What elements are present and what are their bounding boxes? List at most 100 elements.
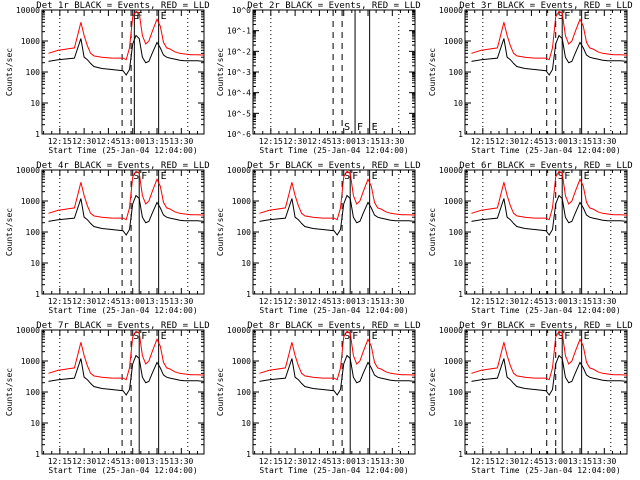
x-tick-label: 12:30 xyxy=(72,297,96,306)
marker-label: F xyxy=(564,11,570,22)
y-tick-label: 10 xyxy=(241,259,251,268)
x-axis-label: Start Time (25-Jan-04 12:04:00) xyxy=(48,466,197,475)
chart-panel-8: Det 8r BLACK = Events, RED = LLD 1 10 100 10… xyxy=(216,321,421,475)
y-tick-label: 10000 xyxy=(439,166,463,175)
chart-panel-3: Det 3r BLACK = Events, RED = LLD 1 10 100 10… xyxy=(428,1,633,155)
marker-label: S xyxy=(133,11,139,22)
y-tick-label: 10^-2 xyxy=(227,47,251,56)
panel-title: Det 5r BLACK = Events, RED = LLD xyxy=(247,161,420,171)
series-line-lld xyxy=(259,170,416,221)
panel-title: Det 8r BLACK = Events, RED = LLD xyxy=(247,321,420,331)
x-tick-label: 12:30 xyxy=(72,137,96,146)
marker-label: F xyxy=(352,331,358,342)
y-tick-label: 10 xyxy=(453,419,463,428)
marker-label: S xyxy=(133,171,139,182)
plot-frame xyxy=(464,9,628,135)
x-axis-label: Start Time (25-Jan-04 12:04:00) xyxy=(471,466,620,475)
y-tick-label: 10000 xyxy=(439,326,463,335)
chart-panel-7: Det 7r BLACK = Events, RED = LLD 1 10 100 10… xyxy=(5,321,210,475)
plot-frame xyxy=(464,169,628,295)
series-line-events xyxy=(259,354,416,396)
x-tick-label: 12:45 xyxy=(519,457,543,466)
marker-label: F xyxy=(352,171,358,182)
series-line-events xyxy=(471,194,628,236)
y-tick-label: 10 xyxy=(453,259,463,268)
plot-frame xyxy=(252,329,416,455)
panel-title: Det 3r BLACK = Events, RED = LLD xyxy=(459,1,632,11)
marker-label: E xyxy=(161,11,167,22)
y-axis-label: Counts/sec xyxy=(5,48,14,96)
y-tick-label: 100 xyxy=(26,388,41,397)
x-axis-label: Start Time (25-Jan-04 12:04:00) xyxy=(48,306,197,315)
plot-frame xyxy=(252,169,416,295)
x-tick-label: 12:30 xyxy=(283,457,307,466)
series-line-events xyxy=(471,34,628,76)
x-tick-label: 13:00 xyxy=(332,137,356,146)
y-tick-label: 100 xyxy=(449,68,464,77)
marker-label: S xyxy=(133,331,139,342)
x-tick-label: 12:15 xyxy=(48,137,72,146)
chart-panel-6: Det 6r BLACK = Events, RED = LLD 1 10 100 10… xyxy=(428,161,633,315)
x-tick-label: 12:15 xyxy=(259,297,283,306)
series-line-events xyxy=(48,194,205,236)
x-tick-label: 12:30 xyxy=(72,457,96,466)
y-tick-label: 10 xyxy=(241,419,251,428)
y-tick-label: 10^-4 xyxy=(227,89,251,98)
x-tick-label: 13:15 xyxy=(356,137,380,146)
marker-label: E xyxy=(584,331,590,342)
x-tick-label: 13:15 xyxy=(145,457,169,466)
marker-label: S xyxy=(558,171,564,182)
x-tick-label: 13:00 xyxy=(121,137,145,146)
x-tick-label: 12:15 xyxy=(48,297,72,306)
x-tick-label: 12:45 xyxy=(307,457,331,466)
series-line-lld xyxy=(471,170,628,221)
x-axis-label: Start Time (25-Jan-04 12:04:00) xyxy=(471,306,620,315)
series-line-events xyxy=(48,34,205,76)
x-tick-label: 13:00 xyxy=(332,297,356,306)
panel-title: Det 4r BLACK = Events, RED = LLD xyxy=(36,161,209,171)
plot-frame xyxy=(41,9,205,135)
series-line-lld xyxy=(48,10,205,61)
y-tick-label: 100 xyxy=(237,228,252,237)
x-tick-label: 13:15 xyxy=(356,297,380,306)
marker-label: E xyxy=(161,331,167,342)
y-tick-label: 1000 xyxy=(21,197,40,206)
y-tick-label: 100 xyxy=(26,68,41,77)
y-tick-label: 1000 xyxy=(444,357,463,366)
marker-label: F xyxy=(141,171,147,182)
x-tick-label: 12:30 xyxy=(283,297,307,306)
x-tick-label: 12:45 xyxy=(96,457,120,466)
marker-label: F xyxy=(564,171,570,182)
x-tick-label: 13:15 xyxy=(568,457,592,466)
x-tick-label: 13:00 xyxy=(544,137,568,146)
x-axis-label: Start Time (25-Jan-04 12:04:00) xyxy=(259,306,408,315)
y-tick-label: 1 xyxy=(458,450,463,459)
y-tick-label: 1 xyxy=(458,290,463,299)
y-tick-label: 1000 xyxy=(444,37,463,46)
y-axis-label: Counts/sec xyxy=(216,368,225,416)
x-tick-label: 12:30 xyxy=(495,457,519,466)
x-axis-label: Start Time (25-Jan-04 12:04:00) xyxy=(259,146,408,155)
marker-label: S xyxy=(558,331,564,342)
marker-label: S xyxy=(344,331,350,342)
marker-label: S xyxy=(344,122,350,133)
x-tick-label: 13:30 xyxy=(592,297,616,306)
y-tick-label: 100 xyxy=(237,388,252,397)
x-tick-label: 13:00 xyxy=(121,457,145,466)
y-tick-label: 10000 xyxy=(16,166,40,175)
y-tick-label: 10000 xyxy=(16,326,40,335)
y-tick-label: 100 xyxy=(26,228,41,237)
series-line-lld xyxy=(259,330,416,381)
panel-title: Det 7r BLACK = Events, RED = LLD xyxy=(36,321,209,331)
x-tick-label: 13:30 xyxy=(169,137,193,146)
y-axis-label: Counts/sec xyxy=(5,368,14,416)
x-tick-label: 13:15 xyxy=(145,137,169,146)
x-tick-label: 12:30 xyxy=(495,297,519,306)
x-tick-label: 13:15 xyxy=(356,457,380,466)
series-line-events xyxy=(259,194,416,236)
marker-label: E xyxy=(584,171,590,182)
panel-title: Det 6r BLACK = Events, RED = LLD xyxy=(459,161,632,171)
x-tick-label: 13:30 xyxy=(380,137,404,146)
x-tick-label: 13:15 xyxy=(568,137,592,146)
x-tick-label: 12:15 xyxy=(259,457,283,466)
